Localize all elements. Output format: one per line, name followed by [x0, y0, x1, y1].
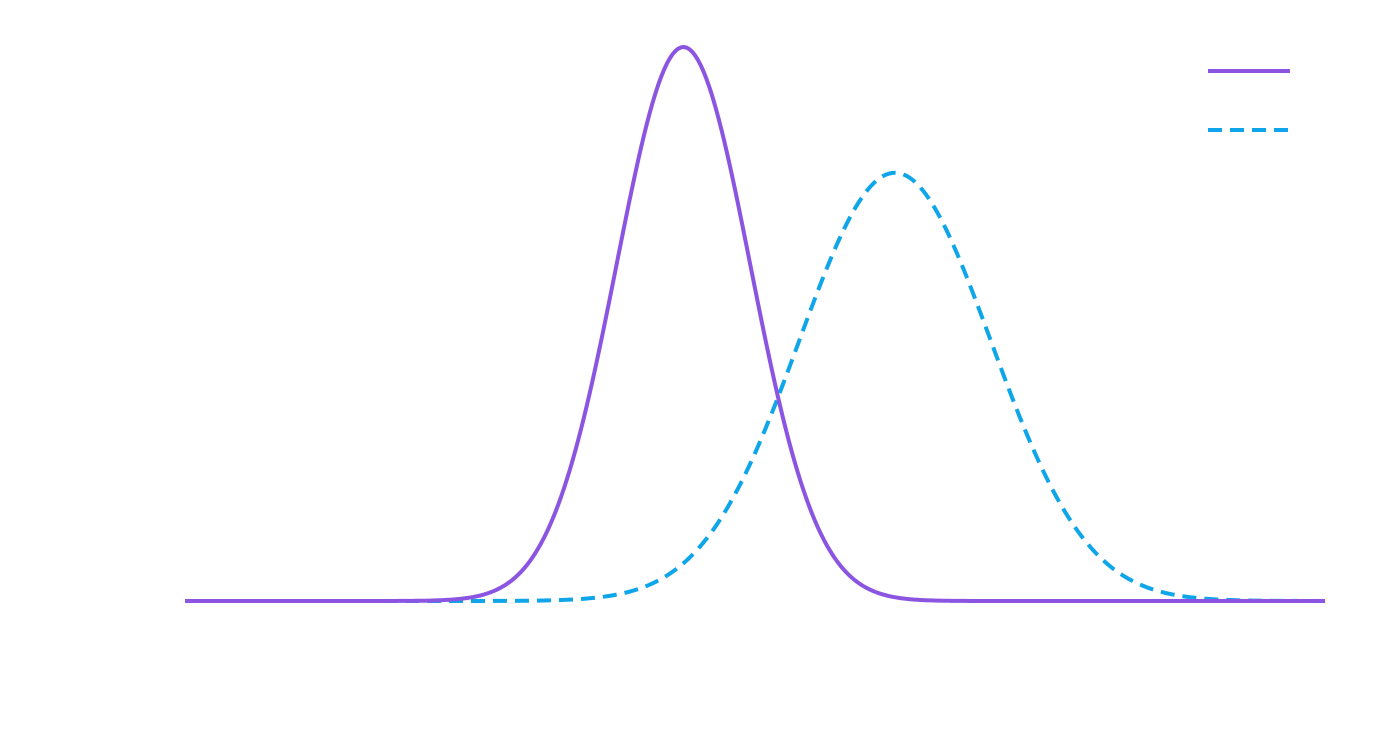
legend — [1208, 69, 1290, 132]
series-line-1 — [185, 45, 1325, 603]
series-line-2 — [185, 170, 1325, 603]
series-layer — [185, 45, 1325, 603]
